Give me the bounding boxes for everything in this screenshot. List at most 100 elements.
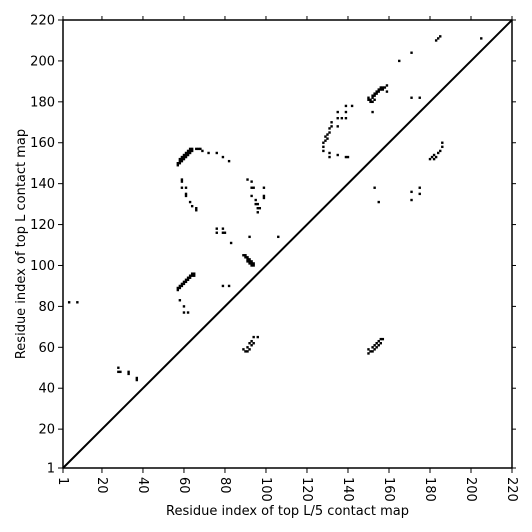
- contact-point: [418, 192, 421, 196]
- contact-point: [135, 378, 139, 382]
- contact-point: [262, 196, 266, 200]
- y-tick-label: 220: [30, 14, 55, 29]
- contact-point: [188, 276, 192, 279]
- y-tick-label: 60: [38, 341, 55, 356]
- contact-point: [221, 227, 225, 230]
- contact-point: [248, 258, 251, 261]
- contact-point: [246, 260, 249, 263]
- contact-point: [434, 39, 438, 42]
- contact-point: [76, 301, 79, 304]
- contact-point: [344, 104, 348, 108]
- contact-point: [250, 264, 253, 267]
- y-tick-label: 160: [30, 136, 55, 151]
- contact-point: [252, 342, 255, 345]
- contact-point: [436, 151, 440, 155]
- contact-point: [410, 51, 413, 54]
- contact-point: [248, 260, 251, 263]
- contact-point: [186, 149, 190, 153]
- contact-point: [256, 207, 259, 210]
- contact-point: [398, 59, 401, 63]
- contact-point: [375, 342, 378, 345]
- contact-point: [336, 153, 339, 157]
- contact-point: [277, 235, 280, 239]
- contact-point: [188, 151, 192, 155]
- y-tick-label: 20: [38, 423, 55, 438]
- contact-point: [180, 186, 184, 189]
- contact-point: [371, 350, 374, 353]
- contact-point: [180, 159, 184, 163]
- contact-point: [258, 207, 262, 210]
- contact-point: [178, 299, 182, 302]
- contact-point: [377, 88, 380, 91]
- contact-point: [180, 282, 184, 286]
- x-tick-label: 20: [94, 477, 109, 494]
- contact-point: [248, 342, 251, 345]
- contact-point: [176, 288, 180, 292]
- contact-point: [439, 149, 442, 153]
- y-axis-label: Residue index of top L contact map: [14, 129, 29, 359]
- contact-point: [246, 346, 249, 349]
- x-axis-ticks: 1 20 40 60 80 100 120 140 160 180 200 220: [55, 16, 519, 502]
- contact-point: [377, 90, 380, 93]
- contact-point: [135, 376, 139, 380]
- contact-point: [367, 96, 370, 99]
- contact-point: [432, 153, 436, 157]
- contact-point: [186, 153, 190, 157]
- contact-point: [250, 344, 253, 347]
- contact-point: [182, 153, 186, 157]
- contact-point: [254, 198, 257, 202]
- contact-point: [434, 155, 438, 159]
- contact-point: [190, 274, 194, 277]
- contact-point: [371, 96, 374, 99]
- x-tick-label: 80: [217, 477, 232, 494]
- contact-point: [373, 98, 376, 101]
- contact-point: [182, 282, 186, 286]
- contact-point: [322, 141, 325, 144]
- contact-point: [369, 350, 372, 353]
- contact-point: [184, 155, 188, 159]
- contact-point: [186, 151, 190, 155]
- contact-point: [262, 194, 266, 198]
- contact-point: [182, 280, 186, 284]
- contact-point: [250, 186, 253, 189]
- contact-point: [182, 157, 186, 161]
- contact-point: [178, 284, 182, 288]
- contact-point: [385, 84, 389, 87]
- contact-point: [180, 178, 184, 181]
- contact-point: [178, 159, 182, 163]
- contact-point: [186, 311, 190, 314]
- contact-point: [188, 274, 192, 277]
- contact-point: [383, 86, 387, 89]
- contact-point: [326, 137, 329, 140]
- contact-point: [441, 141, 444, 144]
- contact-point: [190, 147, 194, 151]
- contact-point: [375, 90, 378, 93]
- contact-point: [250, 194, 253, 198]
- contact-point: [117, 370, 120, 374]
- contact-point: [262, 186, 266, 189]
- x-tick-label: 200: [463, 477, 478, 502]
- contact-point: [375, 346, 378, 349]
- y-tick-label: 180: [30, 95, 55, 110]
- contact-point: [227, 284, 231, 288]
- contact-point: [375, 92, 378, 95]
- y-tick-label: 100: [30, 259, 55, 274]
- x-tick-label: 40: [135, 477, 150, 494]
- x-axis-label: Residue index of top L/5 contact map: [166, 504, 409, 519]
- contact-point: [418, 186, 421, 189]
- contact-point: [410, 96, 413, 99]
- contact-point: [336, 110, 339, 114]
- contact-point: [244, 256, 247, 259]
- contact-point: [250, 339, 253, 343]
- contact-point: [330, 121, 333, 124]
- contact-point: [246, 350, 249, 353]
- contact-point: [229, 241, 233, 245]
- x-tick-label: 60: [176, 477, 191, 494]
- contact-point: [369, 98, 372, 101]
- contact-point: [193, 272, 196, 275]
- contact-point: [180, 180, 184, 183]
- contact-point: [256, 335, 259, 339]
- contact-point: [324, 135, 327, 138]
- contact-point: [195, 147, 198, 151]
